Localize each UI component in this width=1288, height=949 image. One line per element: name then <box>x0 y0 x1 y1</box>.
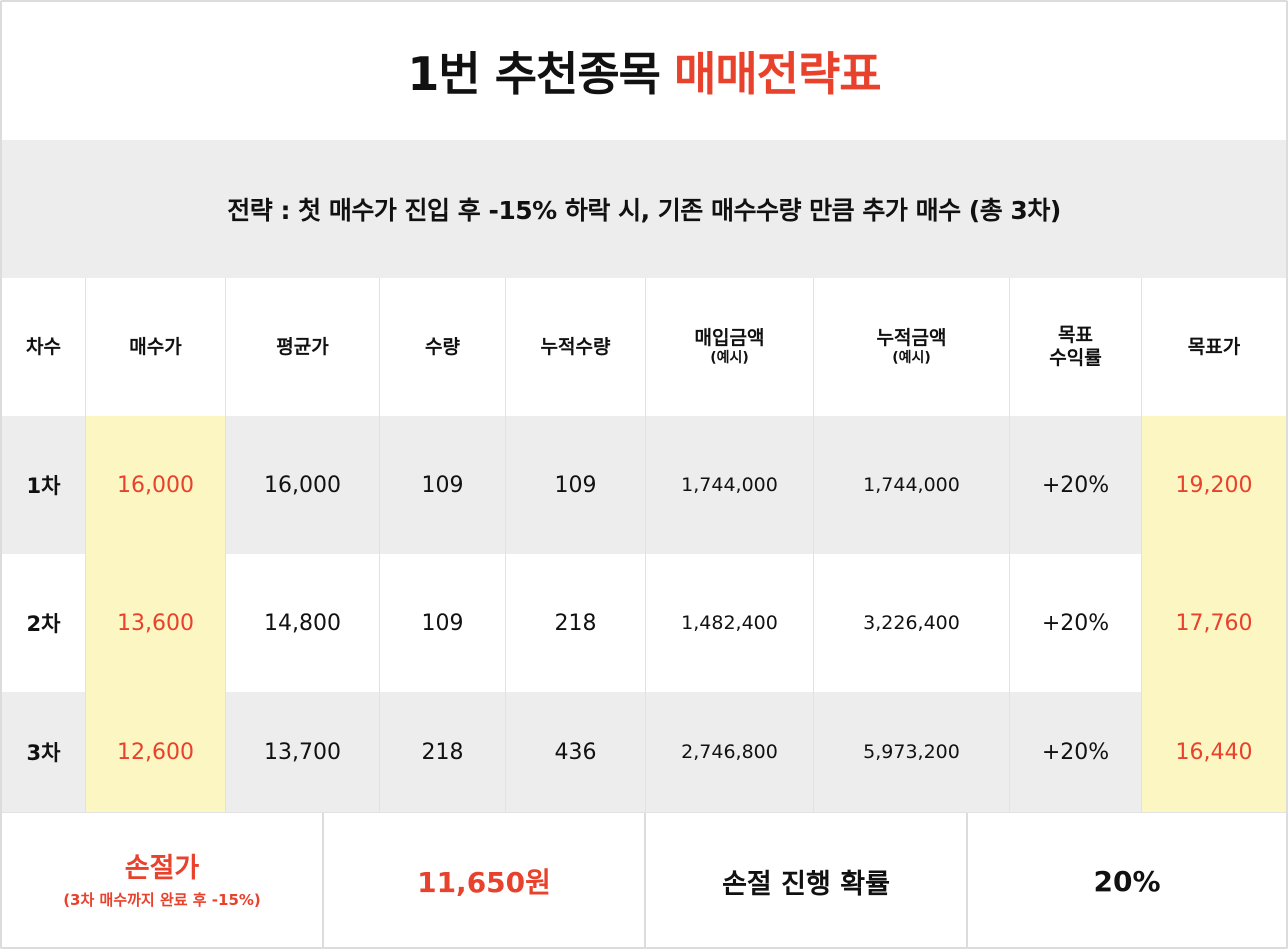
page-title: 1번 추천종목 매매전략표 <box>2 2 1286 140</box>
buy-amount-cell: 1,744,000 <box>646 416 814 554</box>
table-row: 1차 16,000 16,000 109 109 1,744,000 1,744… <box>2 416 1286 554</box>
target-price-cell: 19,200 <box>1142 416 1286 554</box>
header-buy-amount-sub: (예시) <box>710 350 749 366</box>
target-return-cell: +20% <box>1010 692 1142 812</box>
header-target-return-line1: 목표 <box>1058 324 1093 346</box>
stop-loss-sub: (3차 매수까지 완료 후 -15%) <box>63 890 261 909</box>
header-buy-price: 매수가 <box>86 278 226 416</box>
cum-amount-cell: 1,744,000 <box>814 416 1010 554</box>
header-target-price: 목표가 <box>1187 335 1241 358</box>
qty-cell: 109 <box>380 554 506 692</box>
target-price-cell: 16,440 <box>1142 692 1286 812</box>
header-buy-amount-label: 매입금액 <box>694 327 765 349</box>
buy-price-cell: 16,000 <box>86 416 226 554</box>
header-cum-amount-sub: (예시) <box>892 350 931 366</box>
qty-cell: 109 <box>380 416 506 554</box>
header-target-return: 목표 수익률 <box>1010 278 1142 416</box>
cum-amount-cell: 3,226,400 <box>814 554 1010 692</box>
qty-cell: 218 <box>380 692 506 812</box>
header-qty: 수량 <box>380 278 506 416</box>
round-cell: 2차 <box>2 554 86 692</box>
stop-loss-value-cell: 11,650원 <box>324 813 646 947</box>
buy-price-cell: 13,600 <box>86 554 226 692</box>
target-return-cell: +20% <box>1010 416 1142 554</box>
stop-loss-footer: 손절가 (3차 매수까지 완료 후 -15%) 11,650원 손절 진행 확률… <box>2 812 1286 947</box>
header-cum-qty: 누적수량 <box>506 278 646 416</box>
stop-prob-value-cell: 20% <box>968 813 1286 947</box>
round-cell: 3차 <box>2 692 86 812</box>
round-cell: 1차 <box>2 416 86 554</box>
buy-amount-cell: 2,746,800 <box>646 692 814 812</box>
cum-amount-cell: 5,973,200 <box>814 692 1010 812</box>
header-round: 차수 <box>2 278 86 416</box>
table-row: 3차 12,600 13,700 218 436 2,746,800 5,973… <box>2 692 1286 812</box>
stop-prob-label: 손절 진행 확률 <box>722 868 890 900</box>
cum-qty-cell: 109 <box>506 416 646 554</box>
stop-loss-value: 11,650원 <box>417 866 551 899</box>
strategy-description: 전략 : 첫 매수가 진입 후 -15% 하락 시, 기존 매수수량 만큼 추가… <box>2 140 1286 278</box>
stop-prob-label-cell: 손절 진행 확률 <box>646 813 968 947</box>
avg-price-cell: 16,000 <box>226 416 380 554</box>
table-header-row: 차수 매수가 평균가 수량 누적수량 매입금액 (예시) 누적금액 (예시) 목… <box>2 278 1286 416</box>
title-main: 1번 추천종목 <box>407 47 661 101</box>
avg-price-cell: 13,700 <box>226 692 380 812</box>
target-price-cell: 17,760 <box>1142 554 1286 692</box>
stop-prob-value: 20% <box>1093 864 1161 898</box>
header-cum-amount: 누적금액 (예시) <box>814 278 1010 416</box>
cum-qty-cell: 218 <box>506 554 646 692</box>
avg-price-cell: 14,800 <box>226 554 380 692</box>
buy-amount-cell: 1,482,400 <box>646 554 814 692</box>
cum-qty-cell: 436 <box>506 692 646 812</box>
header-target-return-line2: 수익률 <box>1049 347 1102 369</box>
buy-price-cell: 12,600 <box>86 692 226 812</box>
title-accent: 매매전략표 <box>674 47 882 101</box>
target-return-cell: +20% <box>1010 554 1142 692</box>
stop-loss-label: 손절가 <box>124 852 200 884</box>
header-avg-price: 평균가 <box>226 278 380 416</box>
header-cum-amount-label: 누적금액 <box>876 327 947 349</box>
table-row: 2차 13,600 14,800 109 218 1,482,400 3,226… <box>2 554 1286 692</box>
stop-loss-label-cell: 손절가 (3차 매수까지 완료 후 -15%) <box>2 813 324 947</box>
header-buy-amount: 매입금액 (예시) <box>646 278 814 416</box>
